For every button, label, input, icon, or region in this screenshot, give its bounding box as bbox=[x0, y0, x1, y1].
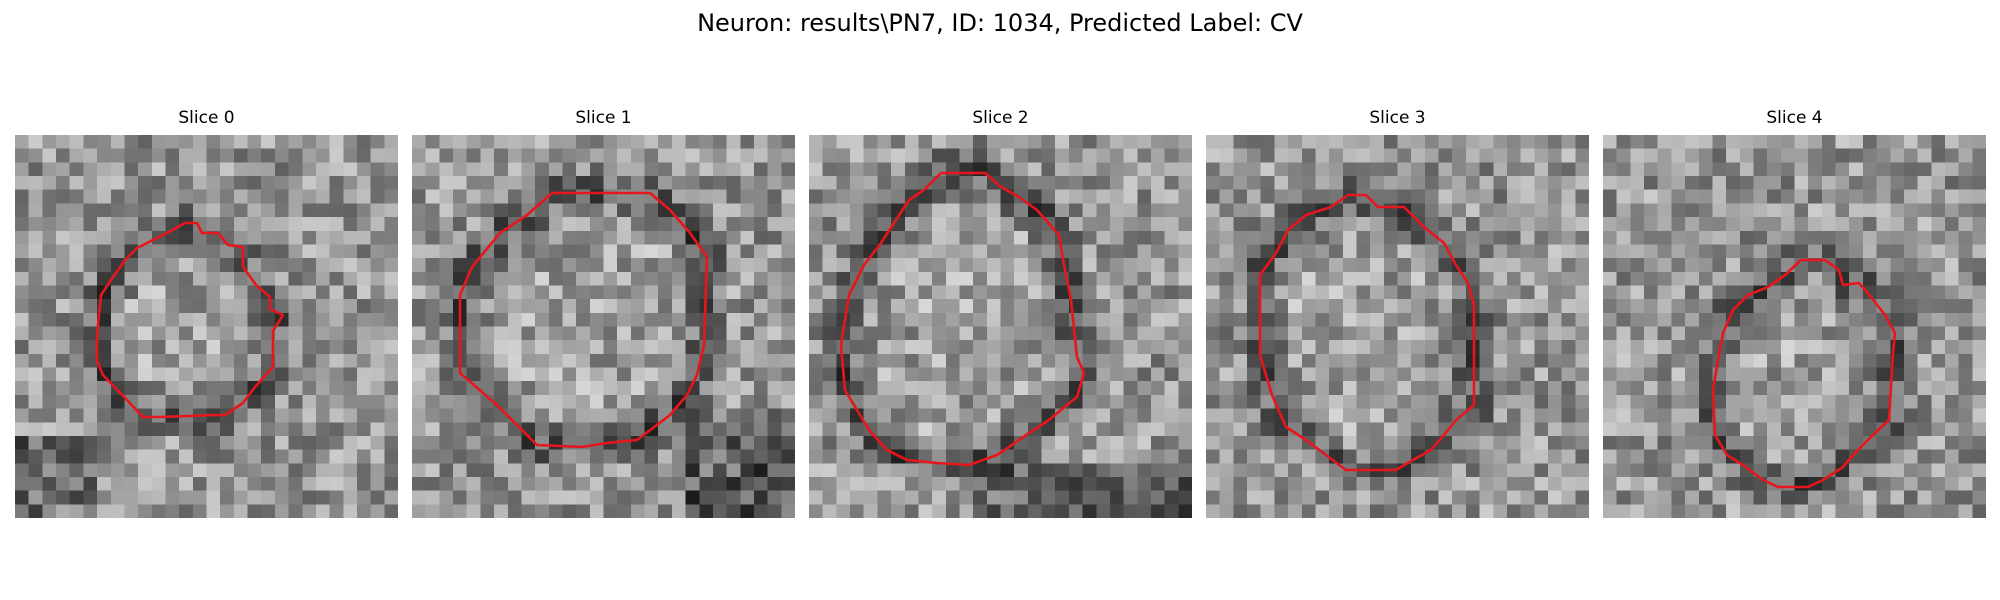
slice-title: Slice 4 bbox=[1766, 108, 1823, 128]
slice-panel-1: Slice 1 bbox=[412, 106, 795, 518]
contour-outline bbox=[839, 171, 1086, 467]
slice-title: Slice 2 bbox=[972, 108, 1029, 128]
slice-image bbox=[809, 135, 1192, 518]
slice-image bbox=[15, 135, 398, 518]
contour-outline bbox=[1711, 258, 1897, 489]
figure-title: Neuron: results\PN7, ID: 1034, Predicted… bbox=[697, 9, 1303, 37]
slice-panel-0: Slice 0 bbox=[15, 106, 398, 518]
slice-panel-3: Slice 3 bbox=[1206, 106, 1589, 518]
slice-panel-2: Slice 2 bbox=[809, 106, 1192, 518]
contour-outline bbox=[1258, 193, 1476, 472]
contour-outline bbox=[95, 221, 285, 419]
slice-image bbox=[1603, 135, 1986, 518]
slice-title: Slice 0 bbox=[178, 108, 235, 128]
slice-image bbox=[1206, 135, 1589, 518]
slice-title: Slice 1 bbox=[575, 108, 632, 128]
slice-title: Slice 3 bbox=[1369, 108, 1426, 128]
contour-outline bbox=[458, 191, 709, 449]
slice-image bbox=[412, 135, 795, 518]
slice-panel-4: Slice 4 bbox=[1603, 106, 1986, 518]
